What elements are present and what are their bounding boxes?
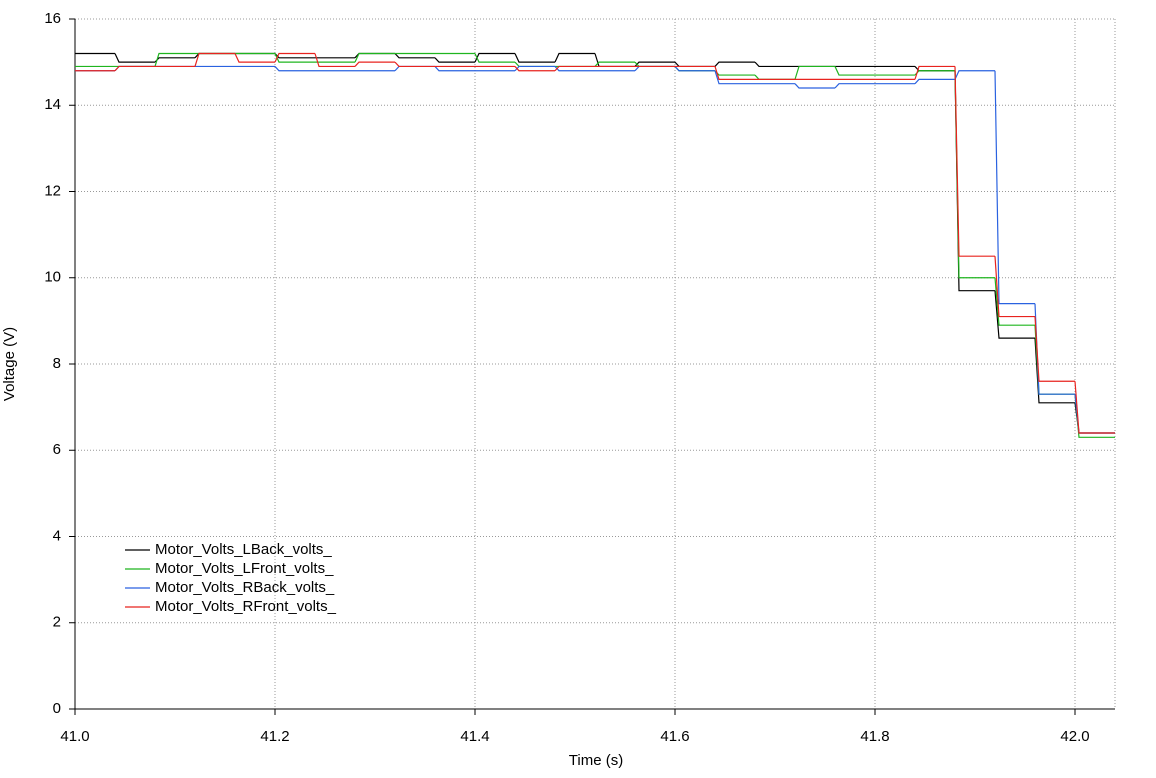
series-step — [634, 65, 675, 72]
series-step — [754, 74, 795, 80]
series-step — [154, 52, 195, 67]
legend-label: Motor_Volts_RBack_volts_ — [155, 579, 335, 596]
series-step — [554, 66, 595, 72]
series-step — [1074, 394, 1115, 438]
series-step — [1074, 394, 1115, 434]
y-tick-label: 2 — [53, 614, 61, 631]
y-tick-label: 16 — [44, 10, 61, 27]
series-step — [834, 83, 875, 89]
series-step — [194, 52, 235, 59]
y-axis-label: Voltage (V) — [1, 327, 18, 401]
series-step — [1034, 338, 1075, 404]
y-tick-label: 14 — [44, 96, 61, 113]
series-step — [434, 66, 475, 72]
series-step — [274, 52, 315, 63]
series-step — [274, 66, 315, 72]
series-step — [554, 65, 595, 72]
series-step — [834, 66, 875, 76]
series-step — [474, 52, 515, 63]
series-step — [714, 61, 755, 67]
series-step — [474, 53, 515, 63]
series-step — [234, 53, 275, 63]
series-step — [954, 70, 995, 292]
x-tick-label: 41.6 — [660, 728, 689, 745]
y-tick-label: 10 — [44, 269, 61, 286]
series-step — [514, 66, 555, 72]
series-step — [634, 61, 675, 67]
series-step — [954, 70, 995, 80]
series-step — [994, 277, 1035, 326]
series-step — [114, 53, 155, 63]
y-tick-label: 6 — [53, 441, 61, 458]
series-step — [394, 65, 435, 72]
x-tick-label: 41.8 — [860, 728, 889, 745]
series-step — [354, 61, 395, 67]
series-step — [154, 57, 195, 63]
series-step — [394, 61, 435, 68]
series-step — [1074, 381, 1115, 434]
legend-label: Motor_Volts_LFront_volts_ — [155, 560, 334, 577]
series-step — [674, 66, 715, 72]
series-step — [914, 66, 955, 72]
legend-label: Motor_Volts_LBack_volts_ — [155, 541, 332, 558]
series-step — [514, 61, 555, 68]
y-tick-label: 0 — [53, 700, 61, 717]
x-tick-label: 41.0 — [60, 728, 89, 745]
series-step — [194, 52, 235, 67]
series-step — [1034, 316, 1075, 382]
legend-label: Motor_Volts_RFront_volts_ — [155, 598, 337, 615]
series-step — [794, 83, 835, 89]
y-tick-label: 4 — [53, 527, 61, 544]
x-axis-label: Time (s) — [569, 752, 623, 769]
series-step — [394, 53, 435, 59]
x-tick-label: 42.0 — [1060, 728, 1089, 745]
series-step — [1034, 303, 1075, 395]
series-step — [354, 52, 395, 63]
series-step — [274, 53, 315, 59]
series-step — [954, 70, 995, 279]
series-step — [114, 65, 155, 72]
series-step — [714, 66, 755, 80]
series-step — [994, 70, 1035, 305]
series-step — [594, 61, 635, 67]
series-step — [754, 61, 795, 68]
y-tick-label: 8 — [53, 355, 61, 372]
series-step — [554, 52, 595, 63]
series-step — [714, 70, 755, 76]
series-step — [434, 57, 475, 63]
series-step — [314, 53, 355, 68]
series-step — [794, 65, 835, 80]
series-step — [674, 61, 715, 68]
series-step — [1034, 325, 1075, 395]
series-step — [514, 65, 555, 72]
series-step — [634, 61, 675, 68]
series-step — [714, 70, 755, 85]
series-step — [114, 65, 155, 72]
y-tick-label: 12 — [44, 182, 61, 199]
x-tick-label: 41.4 — [460, 728, 489, 745]
series-step — [514, 53, 555, 63]
series-step — [914, 65, 955, 80]
series-step — [994, 290, 1035, 339]
series-step — [274, 53, 315, 63]
series-step — [914, 78, 955, 85]
series-step — [594, 53, 635, 68]
series-step — [914, 70, 955, 76]
series-step — [994, 256, 1035, 318]
x-tick-label: 41.2 — [260, 728, 289, 745]
series-step — [674, 66, 715, 72]
series-step — [1074, 402, 1115, 434]
series-step — [954, 66, 995, 257]
series-step — [354, 52, 395, 59]
